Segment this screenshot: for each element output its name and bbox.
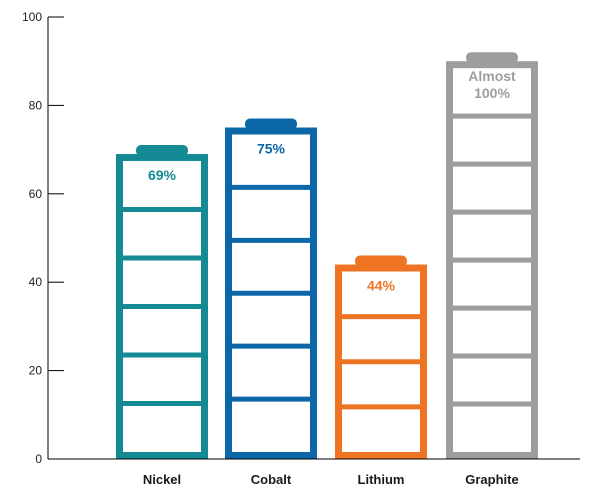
x-axis: Nickel Cobalt Lithium Graphite (48, 458, 580, 487)
data-label: Almost 100% (468, 68, 516, 101)
y-tick-label: 60 (29, 187, 43, 201)
x-category-label: Lithium (358, 472, 405, 487)
y-tick-label: 0 (35, 452, 42, 466)
y-tick-label: 40 (29, 275, 43, 289)
x-category-label: Cobalt (251, 472, 292, 487)
y-tick-label: 100 (22, 10, 42, 24)
battery-cap (355, 255, 407, 267)
battery-cap (466, 52, 518, 64)
bar-graphite: Almost 100% (446, 52, 538, 459)
data-label: 69% (148, 167, 177, 183)
y-tick-label: 80 (29, 98, 43, 112)
y-tick-label: 20 (29, 364, 43, 378)
battery-cap (136, 145, 188, 157)
bar-nickel: 69% (116, 145, 208, 460)
bar-lithium: 44% (335, 255, 427, 459)
x-category-label: Nickel (143, 472, 181, 487)
bar-cobalt: 75% (225, 118, 317, 459)
y-axis: 0 20 40 60 80 100 (22, 10, 64, 466)
x-category-label: Graphite (465, 472, 518, 487)
data-label: 44% (367, 278, 396, 294)
battery-cap (245, 118, 297, 130)
bars: 69% 75% 44% Almost 100% (116, 52, 538, 460)
data-label: 75% (257, 141, 286, 157)
